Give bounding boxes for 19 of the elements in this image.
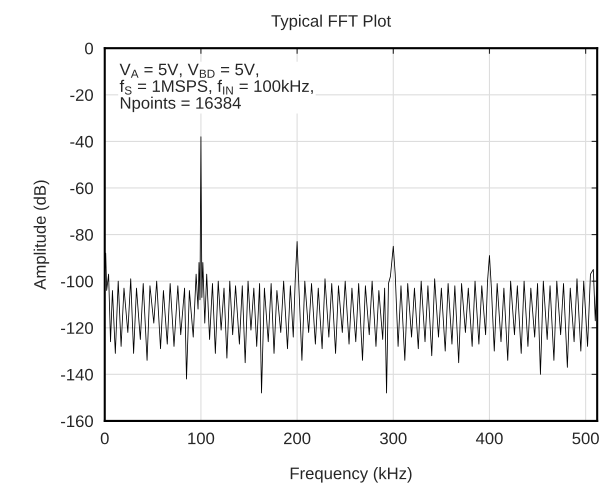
y-tick-label: -100: [61, 276, 93, 288]
x-axis-title: Frequency (kHz): [290, 467, 412, 483]
y-tick-label: 0: [85, 42, 93, 54]
y-tick-label: -80: [70, 228, 93, 241]
x-tick-label: 100: [188, 432, 214, 444]
chart-title: Typical FFT Plot: [271, 14, 392, 30]
y-tick-label: -20: [70, 89, 93, 102]
y-tick-label: -40: [70, 136, 93, 148]
x-tick-label: 0: [100, 432, 109, 444]
x-tick-label: 300: [380, 432, 407, 444]
y-tick-label: -120: [61, 322, 93, 334]
y-tick-label: -160: [61, 415, 93, 428]
text: V$_{A}$ = 5V, V$_{BD}$ = 5V, f$_{S}$ = 1MSPS, f$_{IN}$ = 100kHz, Npoints = 16384: [120, 64, 313, 112]
y-axis-title: Amplitude (dB): [34, 180, 50, 290]
x-tick-label: 500: [572, 432, 599, 444]
y-tick-label: -60: [70, 182, 93, 194]
y-tick-label: -140: [61, 368, 93, 381]
x-tick-label: 200: [284, 432, 310, 444]
x-tick-label: 400: [476, 432, 503, 444]
